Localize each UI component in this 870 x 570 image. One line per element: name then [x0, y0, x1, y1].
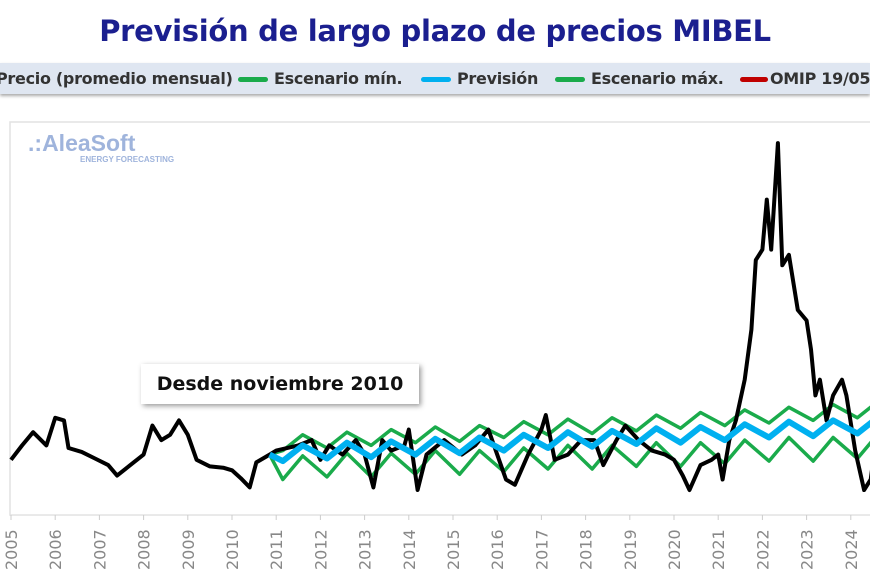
- series-line-previsi-n: [268, 417, 870, 465]
- x-tick-label: 2015: [444, 529, 463, 570]
- aleasoft-logo: .:AleaSoft ENERGY FORECASTING: [28, 130, 175, 164]
- legend: Precio (promedio mensual) Escenario mín.…: [0, 63, 870, 94]
- x-tick-label: 2016: [488, 529, 507, 570]
- x-tick-label: 2011: [267, 529, 286, 570]
- legend-item-escenario-min: Escenario mín.: [238, 69, 403, 88]
- legend-label: Escenario máx.: [591, 69, 724, 88]
- legend-label: Escenario mín.: [274, 69, 403, 88]
- legend-label: Previsión: [457, 69, 539, 88]
- x-tick-label: 2021: [709, 529, 728, 570]
- x-tick-label: 2006: [46, 529, 65, 570]
- legend-item-precio: Precio (promedio mensual): [0, 69, 233, 88]
- x-tick-label: 2009: [179, 529, 198, 570]
- x-tick-label: 2012: [311, 529, 330, 570]
- x-tick-label: 2020: [665, 529, 684, 570]
- series-line-escenario-m-n-: [268, 435, 870, 482]
- legend-item-omip: OMIP 19/05: [740, 69, 870, 88]
- annotation-box: Desde noviembre 2010: [141, 364, 419, 404]
- x-tick-label: 2018: [577, 529, 596, 570]
- x-tick-label: 2007: [90, 529, 109, 570]
- x-tick-label: 2010: [223, 529, 242, 570]
- legend-swatch: [421, 77, 451, 82]
- legend-swatch: [740, 77, 768, 82]
- series-line-escenario-m-x-: [269, 402, 870, 457]
- x-tick-label: 2013: [356, 529, 375, 570]
- x-tick-label: 2017: [532, 529, 551, 570]
- x-tick-label: 2008: [135, 529, 154, 570]
- series-line-precio-promedio-mensual-: [9, 141, 870, 492]
- x-tick-label: 2019: [621, 529, 640, 570]
- legend-label: Precio (promedio mensual): [0, 69, 233, 88]
- legend-item-escenario-max: Escenario máx.: [555, 69, 724, 88]
- x-tick-label: 2024: [842, 529, 861, 570]
- chart-title: Previsión de largo plazo de precios MIBE…: [99, 14, 771, 48]
- legend-item-prevision: Previsión: [421, 69, 538, 88]
- legend-swatch: [555, 77, 585, 82]
- x-tick-label: 2023: [798, 529, 817, 570]
- x-tick-label: 2022: [753, 529, 772, 570]
- legend-label: OMIP 19/05: [770, 69, 870, 88]
- legend-swatch: [238, 77, 268, 82]
- x-tick-label: 2014: [400, 529, 419, 570]
- x-tick-label: 2005: [2, 529, 21, 570]
